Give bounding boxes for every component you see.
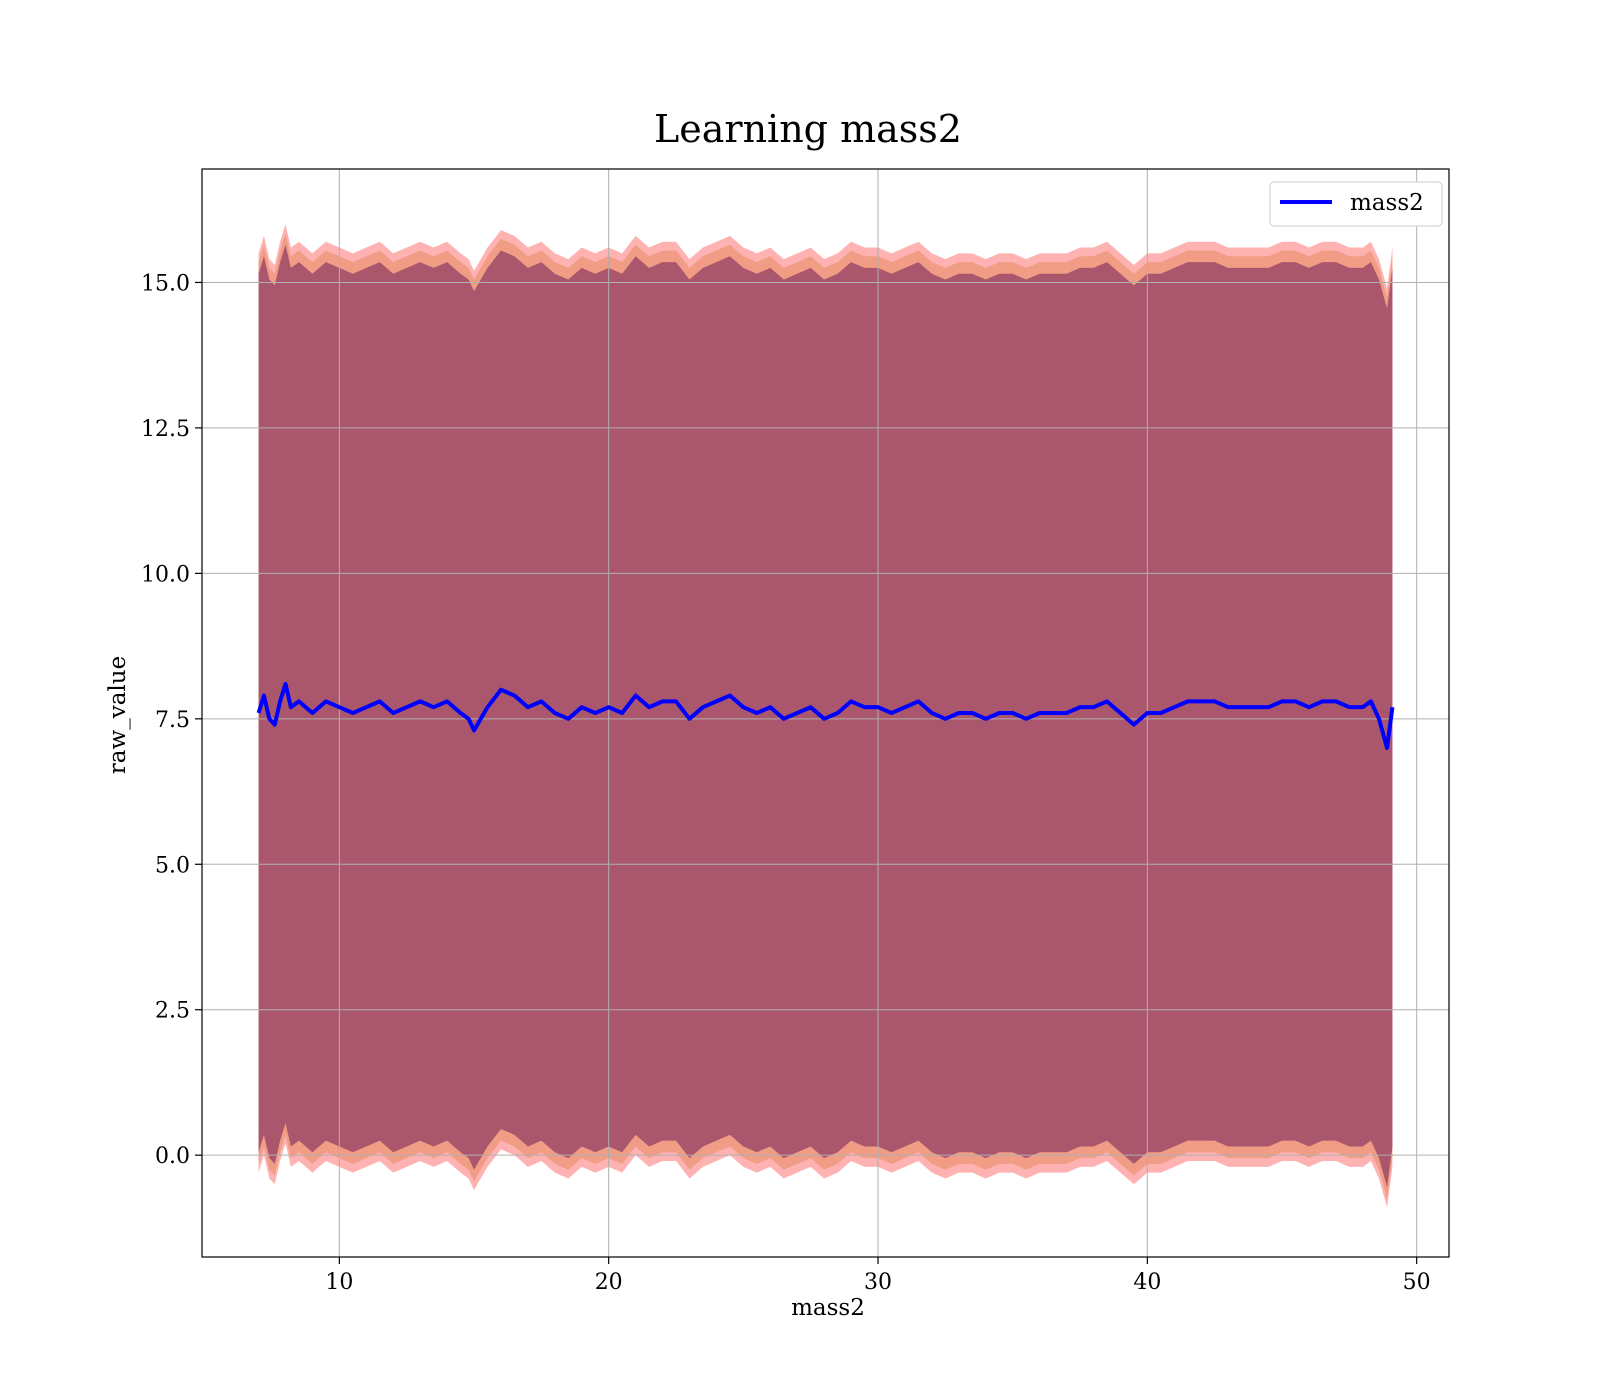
series-lines	[256, 681, 1395, 750]
plot-frame	[201, 168, 1450, 1258]
y-tick-label: 15.0	[141, 271, 190, 296]
y-tick-label: 2.5	[155, 999, 190, 1024]
y-tick-label: 0.0	[155, 1144, 190, 1169]
grid-lines	[202, 169, 1449, 1257]
legend: mass2	[1269, 181, 1443, 227]
plot-area	[201, 168, 1450, 1258]
legend-entry-label: mass2	[1350, 190, 1424, 216]
x-tick-label: 20	[595, 1270, 623, 1295]
x-tick-label: 40	[1133, 1270, 1161, 1295]
x-tick-label: 50	[1403, 1270, 1431, 1295]
band-inner	[258, 244, 1393, 1188]
y-tick-label: 12.5	[141, 417, 190, 442]
series-line-mass2	[256, 681, 1395, 750]
legend-box	[1269, 181, 1443, 227]
chart-title: Learning mass2	[654, 107, 962, 151]
x-tick-label: 10	[325, 1270, 353, 1295]
x-axis-label: mass2	[791, 1295, 865, 1321]
y-tick-label: 7.5	[155, 708, 190, 733]
x-axis: 10 20 30 40 50	[325, 1257, 1431, 1295]
x-tick-label: 30	[864, 1270, 892, 1295]
y-axis: 0.0 2.5 5.0 7.5 10.0 12.5 15.0	[141, 271, 202, 1169]
confidence-bands	[258, 224, 1393, 1208]
y-tick-label: 10.0	[141, 562, 190, 587]
y-axis-label: raw_value	[105, 656, 131, 774]
y-tick-label: 5.0	[155, 853, 190, 878]
